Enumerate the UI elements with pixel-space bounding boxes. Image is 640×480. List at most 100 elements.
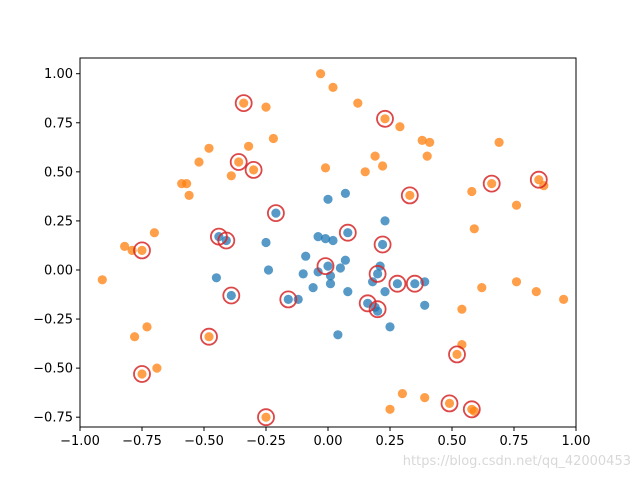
orange-point bbox=[469, 224, 479, 234]
highlight-circle bbox=[462, 400, 481, 419]
blue-point bbox=[378, 239, 388, 250]
highlight-circle bbox=[244, 160, 263, 179]
highlight-circle bbox=[222, 286, 241, 305]
orange-point bbox=[194, 157, 204, 167]
blue-point bbox=[323, 261, 333, 271]
highlight-circle bbox=[440, 394, 459, 413]
highlight-circle bbox=[405, 274, 424, 293]
highlight-circle bbox=[217, 231, 236, 250]
x-tick-label: −0.50 bbox=[184, 434, 224, 449]
orange-point bbox=[328, 82, 338, 92]
points-layer bbox=[97, 69, 569, 422]
blue-point bbox=[380, 287, 390, 297]
orange-point bbox=[137, 369, 147, 379]
y-tick-label: 0.50 bbox=[44, 165, 73, 180]
blue-point bbox=[368, 277, 378, 287]
highlight-circle bbox=[368, 264, 387, 283]
orange-point bbox=[142, 322, 152, 332]
highlight-circles-layer bbox=[133, 94, 548, 427]
highlight-circle bbox=[448, 345, 466, 364]
y-tick-label: −0.25 bbox=[33, 313, 73, 328]
orange-point bbox=[395, 122, 405, 132]
x-tick-label: 0.75 bbox=[500, 434, 529, 449]
orange-point bbox=[494, 137, 504, 147]
x-tick-label: −0.75 bbox=[122, 434, 162, 449]
orange-point bbox=[152, 363, 162, 373]
orange-point bbox=[182, 179, 192, 189]
x-tick-label: 1.00 bbox=[562, 434, 591, 449]
orange-point bbox=[130, 332, 140, 342]
highlight-circle bbox=[388, 274, 407, 293]
orange-point bbox=[184, 190, 194, 200]
y-tick-label: −0.50 bbox=[33, 362, 73, 377]
blue-point bbox=[325, 279, 336, 289]
orange-point bbox=[204, 143, 214, 153]
orange-point bbox=[239, 98, 249, 108]
orange-point bbox=[226, 171, 236, 181]
highlight-circle bbox=[133, 365, 151, 383]
blue-point bbox=[313, 232, 323, 242]
highlight-circle bbox=[358, 294, 377, 313]
blue-point bbox=[392, 279, 402, 289]
orange-point bbox=[397, 389, 407, 399]
orange-point bbox=[559, 294, 569, 304]
blue-point bbox=[313, 267, 323, 277]
highlight-circle bbox=[229, 153, 248, 171]
blue-point bbox=[385, 322, 395, 332]
orange-point bbox=[422, 151, 432, 161]
blue-point bbox=[340, 255, 350, 265]
highlight-circle bbox=[529, 170, 548, 189]
orange-point bbox=[149, 228, 159, 238]
orange-point bbox=[444, 398, 455, 408]
orange-point bbox=[425, 137, 435, 147]
highlight-circle bbox=[133, 241, 151, 260]
x-tick-label: −0.25 bbox=[246, 434, 286, 449]
blue-point bbox=[335, 263, 345, 273]
blue-point bbox=[211, 273, 221, 283]
orange-point bbox=[378, 161, 388, 171]
orange-point bbox=[234, 157, 244, 167]
blue-point bbox=[373, 306, 383, 316]
x-tick-label: 0.25 bbox=[376, 434, 405, 449]
orange-point bbox=[137, 245, 147, 255]
highlight-circle bbox=[400, 186, 419, 205]
x-tick-label: −1.00 bbox=[60, 434, 100, 449]
blue-point bbox=[373, 269, 383, 279]
orange-point bbox=[531, 287, 541, 297]
orange-point bbox=[457, 304, 467, 314]
orange-point bbox=[360, 167, 370, 177]
highlight-circle bbox=[234, 94, 253, 112]
highlight-circle bbox=[266, 204, 285, 223]
x-tick-label: 0.00 bbox=[314, 434, 343, 449]
blue-point bbox=[261, 237, 271, 248]
blue-point bbox=[263, 265, 274, 275]
blue-point bbox=[298, 269, 308, 279]
blue-point bbox=[380, 216, 390, 226]
orange-point bbox=[467, 186, 477, 197]
highlight-circle bbox=[482, 174, 501, 193]
orange-point bbox=[268, 133, 278, 144]
highlight-circle bbox=[373, 235, 392, 254]
orange-point bbox=[97, 275, 107, 285]
blue-point bbox=[333, 330, 343, 340]
orange-point bbox=[511, 200, 522, 210]
orange-point bbox=[316, 69, 326, 79]
orange-point bbox=[320, 163, 331, 173]
orange-point bbox=[477, 283, 487, 293]
highlight-circle bbox=[200, 327, 218, 346]
orange-point bbox=[249, 165, 259, 175]
orange-point bbox=[420, 393, 430, 403]
blue-point bbox=[271, 208, 281, 218]
y-tick-label: 1.00 bbox=[44, 67, 73, 82]
orange-point bbox=[244, 141, 254, 151]
y-axis: −0.75 −0.50 −0.25 0.00 0.25 0.50 0.75 1.00 bbox=[33, 67, 80, 426]
y-tick-label: 0.00 bbox=[44, 263, 73, 278]
blue-point bbox=[323, 194, 333, 204]
blue-point bbox=[343, 228, 353, 238]
orange-point bbox=[469, 406, 479, 416]
orange-point bbox=[452, 349, 462, 359]
orange-point bbox=[370, 151, 380, 161]
highlight-circle bbox=[376, 109, 394, 128]
orange-point bbox=[120, 241, 130, 251]
blue-point bbox=[320, 234, 331, 244]
